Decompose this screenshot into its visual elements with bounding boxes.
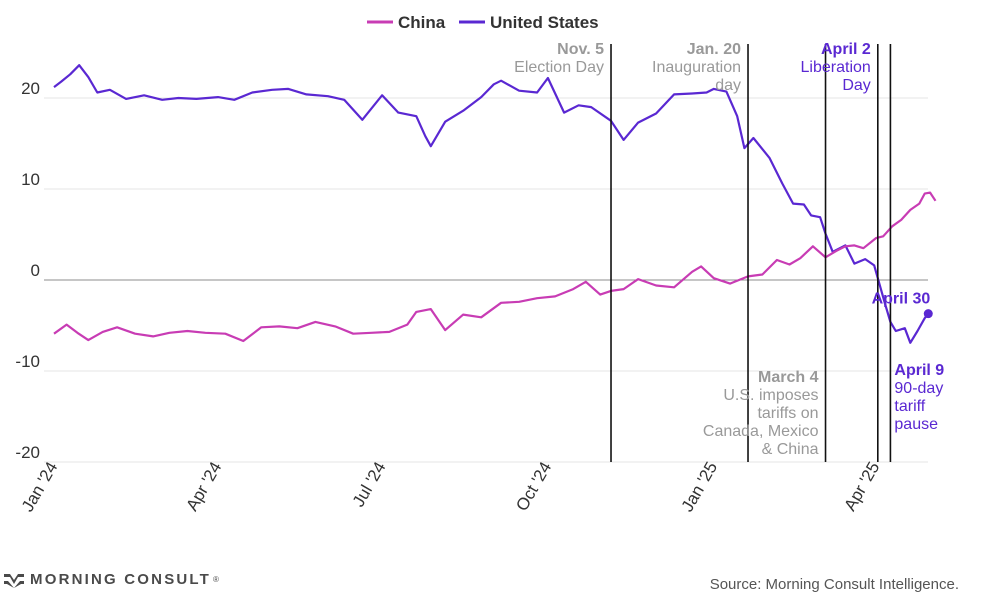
- series-line-united-states: [53, 64, 930, 344]
- series-line-china: [53, 191, 937, 343]
- x-tick-label: Jul '24: [349, 459, 390, 511]
- x-tick-label: Oct '24: [512, 459, 555, 515]
- x-tick-label: Apr '25: [840, 459, 883, 515]
- logo-text: MORNING CONSULT: [30, 571, 212, 588]
- y-tick-label: -20: [15, 443, 40, 462]
- event-title: April 9: [894, 362, 944, 379]
- event-title: April 2: [821, 41, 871, 58]
- legend-label: China: [398, 13, 446, 32]
- event-label: Election Day: [514, 59, 604, 76]
- event-label: Day: [842, 77, 870, 94]
- event-label: day: [715, 77, 741, 94]
- event-label: & China: [762, 441, 819, 458]
- event-label: Inauguration: [652, 59, 741, 76]
- series-lines: [53, 64, 937, 344]
- event-label: tariff: [894, 398, 925, 415]
- legend-label: United States: [490, 13, 599, 32]
- morning-consult-logo: MORNING CONSULT ®: [4, 571, 219, 588]
- y-tick-label: 0: [31, 261, 40, 280]
- y-tick-label: 10: [21, 170, 40, 189]
- x-axis: Jan '24 Apr '24 Jul '24 Oct '24 Jan '25 Apr '…: [18, 459, 884, 516]
- x-tick-label: Apr '24: [182, 459, 225, 515]
- event-label: pause: [894, 416, 938, 433]
- legend: China United States: [367, 13, 599, 32]
- event-label: Liberation: [801, 59, 871, 76]
- event-title: Jan. 20: [687, 41, 741, 58]
- event-title: Nov. 5: [557, 41, 604, 58]
- y-axis: 20 10 0 -10 -20: [15, 79, 40, 462]
- point-marker: [923, 309, 933, 319]
- logo-registered-mark: ®: [213, 575, 219, 584]
- event-title: March 4: [758, 369, 819, 386]
- event-label: tariffs on: [757, 405, 818, 422]
- y-tick-label: -10: [15, 352, 40, 371]
- gridlines: [44, 97, 928, 463]
- y-tick-label: 20: [21, 79, 40, 98]
- event-label: U.S. imposes: [723, 387, 818, 404]
- source-note: Source: Morning Consult Intelligence.: [709, 576, 959, 593]
- event-label: Canada, Mexico: [703, 423, 819, 440]
- x-tick-label: Jan '25: [678, 459, 722, 516]
- event-label: 90-day: [894, 380, 943, 397]
- x-tick-label: Jan '24: [18, 459, 62, 516]
- morning-consult-mark-icon: [4, 573, 24, 588]
- point-label: April 30: [872, 291, 931, 308]
